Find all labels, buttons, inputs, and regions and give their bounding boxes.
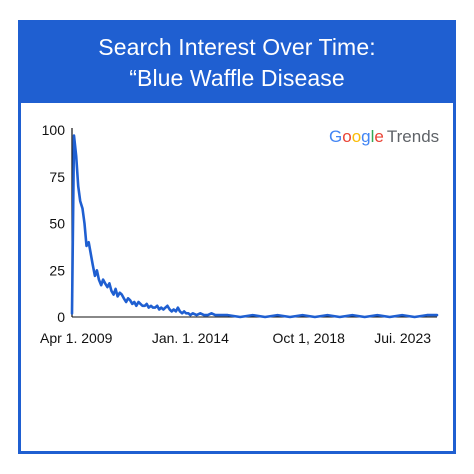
logo-text: Google Trends [329, 127, 439, 146]
y-tick-label: 25 [49, 262, 65, 278]
title-line-2: “Blue Waffle Disease [129, 65, 345, 91]
title-banner: Search Interest Over Time: “Blue Waffle … [21, 23, 453, 103]
logo-letter: g [361, 127, 370, 146]
title-line-1: Search Interest Over Time: [98, 34, 376, 60]
logo-letter: l [371, 127, 375, 146]
chart-card: Search Interest Over Time: “Blue Waffle … [18, 20, 456, 454]
logo-letter: e [374, 127, 383, 146]
tick-labels: 0 25 50 75 100 Apr 1. 2009 Jan. 1. 2014 Oct 1, … [40, 122, 431, 346]
y-tick-label: 50 [49, 216, 65, 232]
logo-letter: G [329, 127, 342, 146]
y-tick-label: 75 [49, 169, 65, 185]
x-tick-label: Jan. 1. 2014 [152, 330, 229, 346]
chart-axes [71, 128, 437, 318]
logo-suffix: Trends [387, 127, 439, 146]
y-tick-label: 0 [57, 309, 65, 325]
series-line [70, 134, 439, 319]
series-group [70, 134, 439, 319]
logo-letter: o [342, 127, 351, 146]
x-tick-label: Oct 1, 2018 [272, 330, 345, 346]
x-tick-label: Jui. 2023 [374, 330, 431, 346]
logo-letter: o [352, 127, 361, 146]
x-tick-label: Apr 1. 2009 [40, 330, 113, 346]
y-tick-label: 100 [42, 122, 66, 138]
google-trends-logo: Google Trends [329, 127, 439, 146]
